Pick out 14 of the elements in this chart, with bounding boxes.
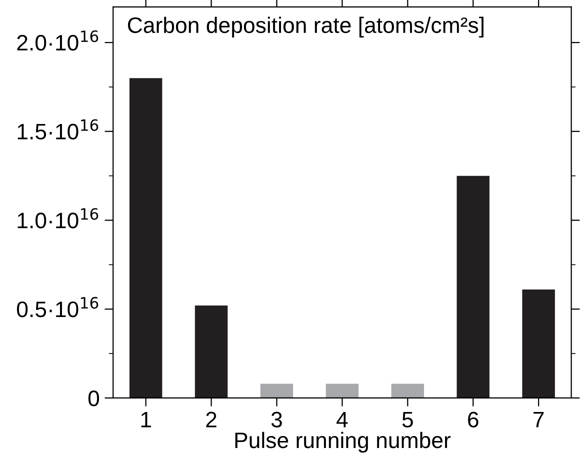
chart-title: Carbon deposition rate [atoms/cm²s] — [128, 16, 484, 38]
x-tick-label: 7 — [534, 412, 544, 428]
x-axis-title: Pulse running number — [235, 432, 451, 453]
y-tick-label: 1.0·10$^{16}$ — [18, 208, 98, 228]
x-tick-label: 6 — [468, 412, 478, 428]
x-tick-label: 3 — [271, 412, 282, 428]
x-tick-label: 5 — [402, 412, 413, 428]
x-tick-label: 1 — [141, 412, 151, 428]
y-tick-label: 1.5·10$^{16}$ — [18, 119, 98, 140]
x-tick-label: 4 — [336, 412, 348, 428]
y-tick-label: 0.5·10$^{16}$ — [16, 296, 98, 318]
y-tick-label: 0 — [88, 390, 100, 406]
x-tick-label: 2 — [206, 412, 216, 428]
y-tick-label: 2.0·10$^{16}$ — [17, 30, 98, 51]
